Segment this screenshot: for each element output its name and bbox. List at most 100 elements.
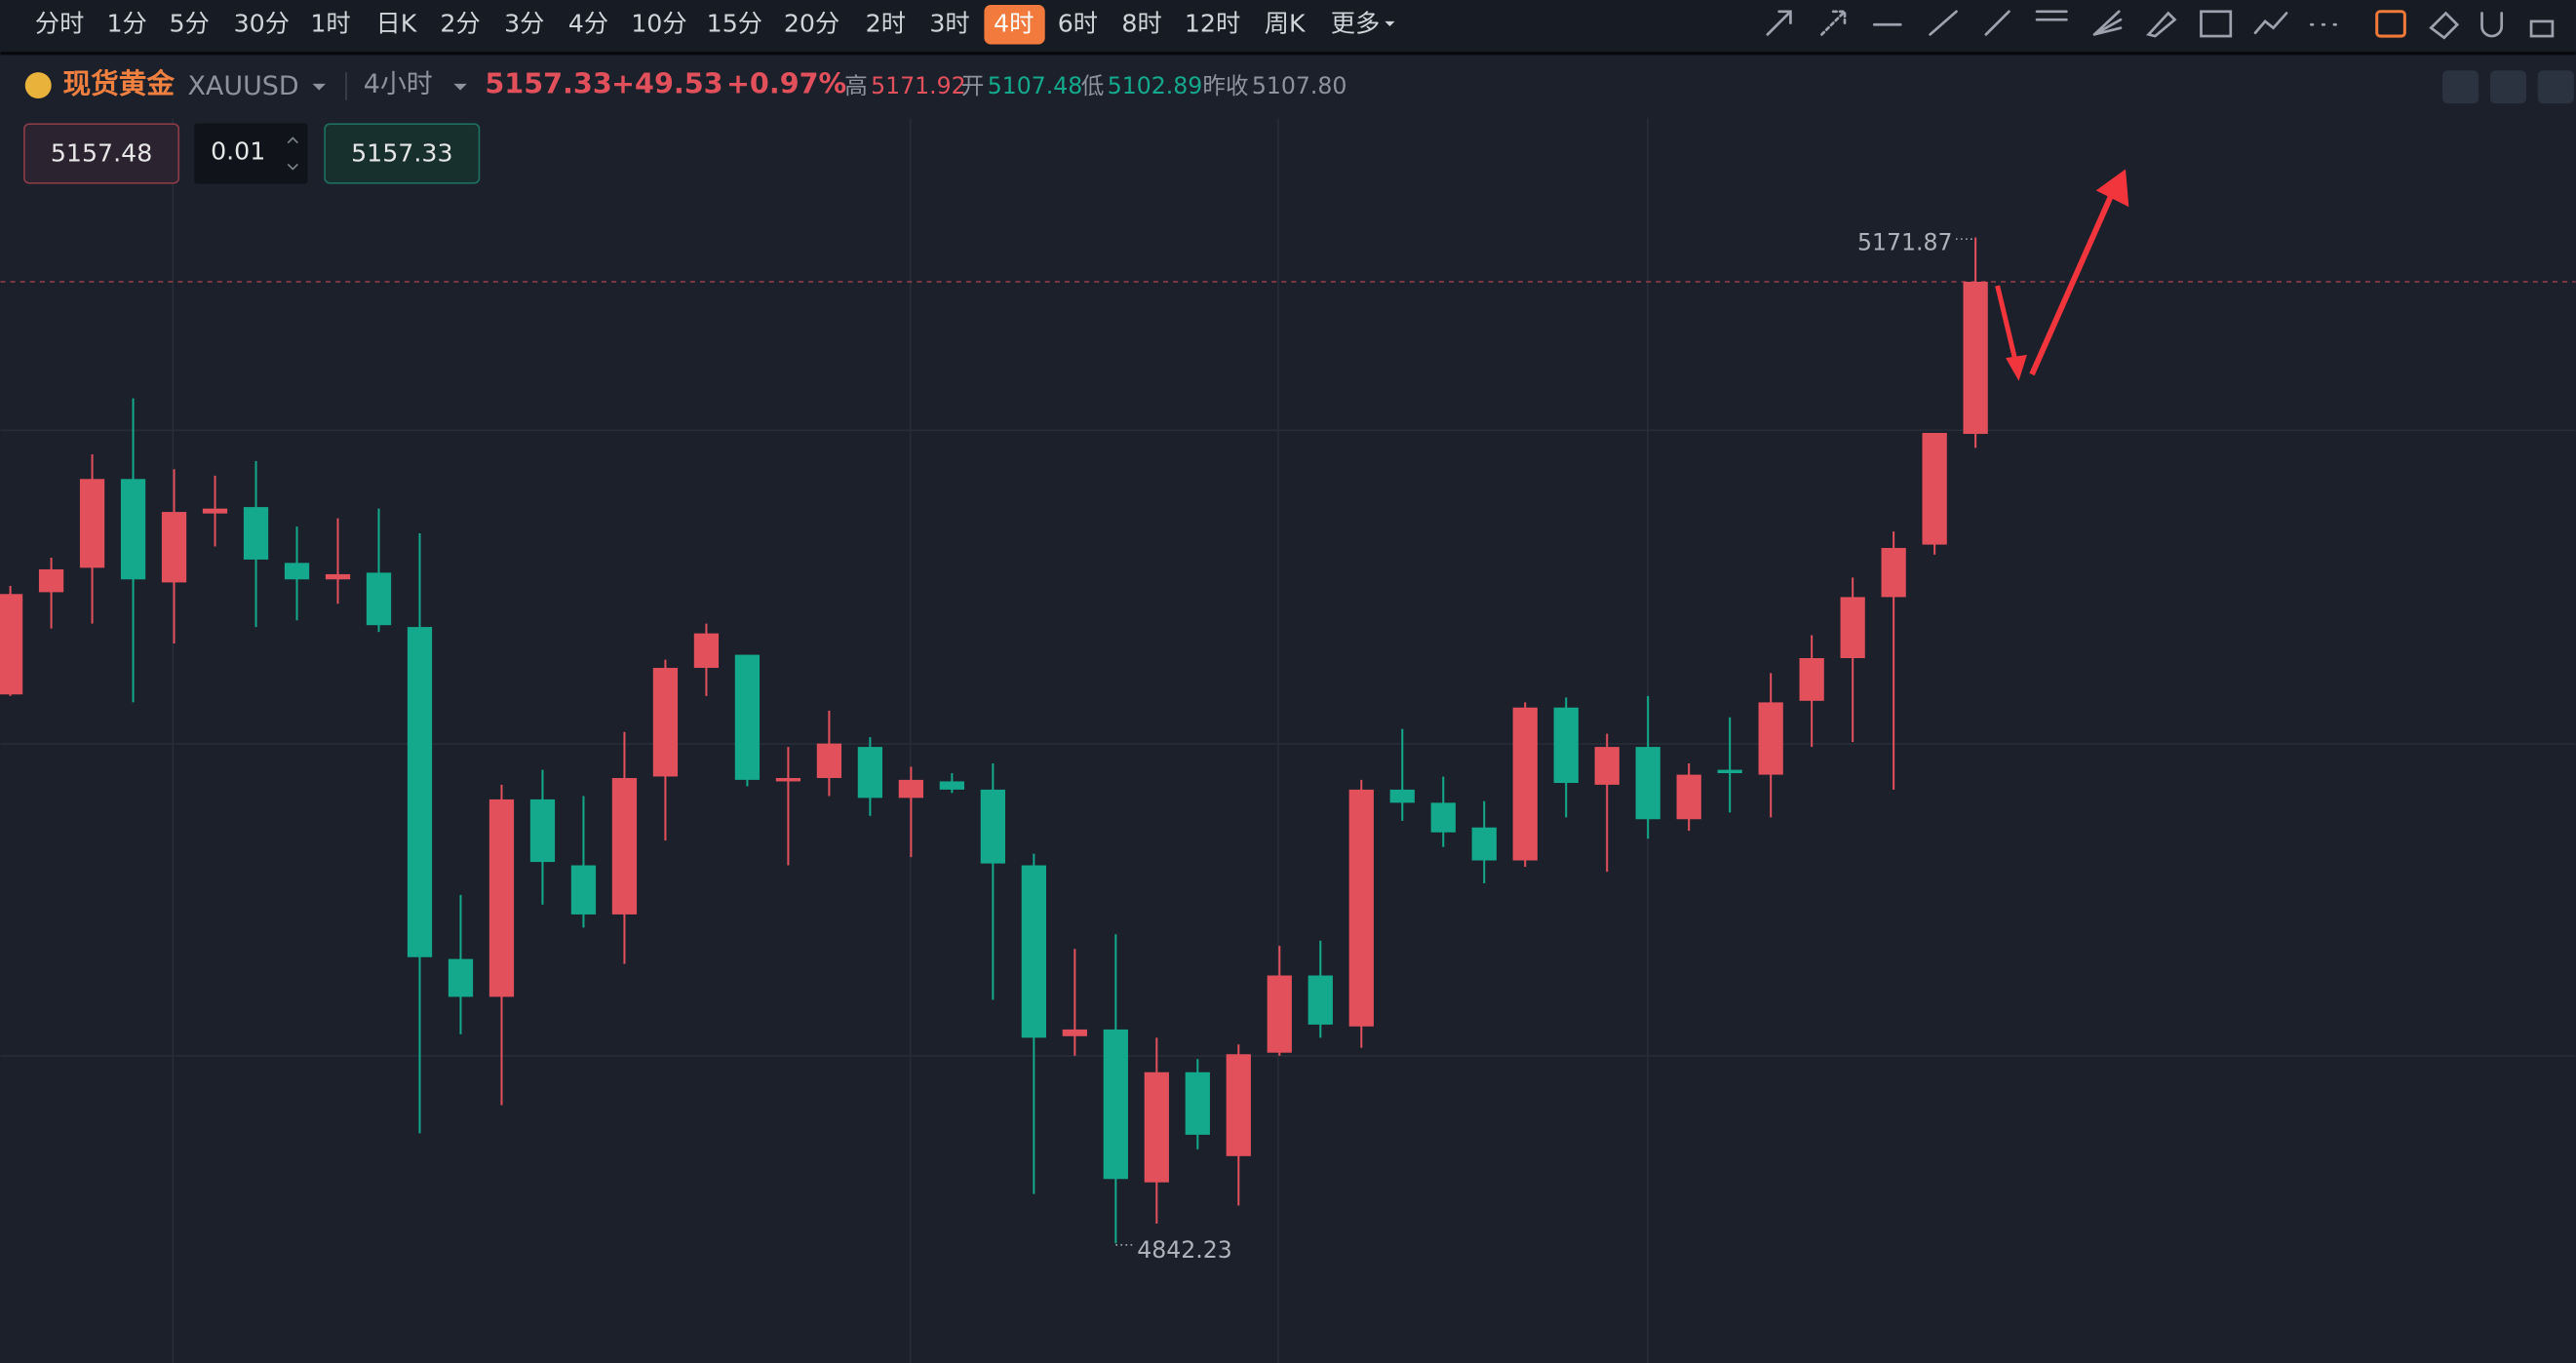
candle-body <box>1308 975 1333 1025</box>
candle-body <box>1553 707 1579 784</box>
value: 5107.80 <box>1252 72 1347 99</box>
panel-button[interactable] <box>2442 70 2479 104</box>
timeframe-tab[interactable]: 2时 <box>866 9 906 37</box>
tool-icon[interactable] <box>2375 10 2406 38</box>
candle-body <box>1922 433 1947 545</box>
arrow-line <box>2029 187 2117 376</box>
candle-body <box>120 479 146 580</box>
tool-icon[interactable] <box>1766 10 1792 36</box>
label: 高 <box>844 72 868 99</box>
candle-body <box>1267 975 1292 1053</box>
timeframe-tab[interactable]: 2分 <box>440 9 480 37</box>
caret <box>1385 20 1395 26</box>
candle-body <box>79 479 105 568</box>
panel-button[interactable] <box>2489 70 2526 104</box>
value: 5171.92 <box>871 72 966 99</box>
hand-drawn-arrow <box>1995 169 2129 381</box>
candle-body <box>1799 658 1824 701</box>
candle-body <box>1471 827 1497 861</box>
candle-body <box>1635 747 1660 820</box>
panel-button[interactable] <box>2537 70 2574 104</box>
tool-icon[interactable] <box>1984 10 2010 36</box>
timeframe-tab[interactable]: 20分 <box>784 9 839 37</box>
timeframe-tab[interactable]: 日K <box>375 9 417 37</box>
period[interactable]: 4小时 <box>364 69 433 99</box>
candle-body <box>1389 789 1415 803</box>
qty-input[interactable] <box>194 123 308 184</box>
tool-icon[interactable] <box>2146 11 2177 38</box>
order-panel: 5157.48 0.01 5157.33 <box>23 123 481 184</box>
active-tab <box>984 5 1045 45</box>
timeframe-tab[interactable]: 3分 <box>504 9 544 37</box>
candle-body <box>407 627 433 957</box>
toolbar <box>0 0 2576 53</box>
tool-icon[interactable] <box>1820 10 1847 36</box>
spinner[interactable] <box>287 136 298 171</box>
candle-body <box>1717 769 1742 774</box>
quote-header: 现货黄金 XAUUSD 4小时 5157.33 +49.53 +0.97% 高 … <box>24 67 2574 104</box>
timeframe-tab[interactable]: 6时 <box>1058 9 1098 37</box>
tool-icon[interactable] <box>2253 12 2288 35</box>
candle-body <box>448 958 474 997</box>
symbol-name: 现货黄金 <box>62 67 175 100</box>
symbol-code[interactable]: XAUUSD <box>187 71 298 101</box>
timeframe-tab[interactable]: 周K <box>1265 9 1307 37</box>
candle-body <box>980 789 1005 864</box>
candle-body <box>284 563 310 580</box>
timeframe-tab[interactable]: 1时 <box>310 9 350 37</box>
arrow-line <box>1995 285 2018 363</box>
timeframe-tab[interactable]: 4时 <box>994 9 1034 37</box>
timeframe-tab[interactable]: 15分 <box>707 9 762 37</box>
candle-body <box>1676 774 1701 820</box>
candle-body <box>1185 1071 1210 1135</box>
candle-body <box>243 507 269 560</box>
candle-body <box>1758 702 1783 775</box>
candle-body <box>734 654 761 780</box>
timeframe-tab[interactable]: 1分 <box>107 9 147 37</box>
candle-body <box>857 747 883 798</box>
sell-price: 5157.48 <box>51 138 152 167</box>
qty: 0.01 <box>211 137 265 166</box>
caret <box>312 83 326 91</box>
tool-icon[interactable] <box>2529 19 2555 38</box>
timeframe-tab[interactable]: 3时 <box>929 9 969 37</box>
candle-body <box>1062 1029 1087 1036</box>
sell-button[interactable] <box>23 123 180 184</box>
candle-body <box>366 572 392 626</box>
tool-icon[interactable] <box>2429 11 2460 40</box>
candle-body <box>1103 1029 1128 1180</box>
timeframe-tab[interactable]: 8时 <box>1121 9 1161 37</box>
candle-body <box>1226 1054 1251 1156</box>
timeframe-tab[interactable]: 12时 <box>1185 9 1240 37</box>
buy-button[interactable] <box>324 123 481 184</box>
tool-icon[interactable] <box>2092 10 2123 36</box>
candle-body <box>652 668 679 777</box>
candle-body <box>816 743 842 779</box>
tool-icon[interactable] <box>2035 10 2068 21</box>
timeframe-tab[interactable]: 10分 <box>631 9 686 37</box>
value: 5107.48 <box>988 72 1083 99</box>
candle-body <box>1840 597 1865 659</box>
candle-body <box>0 594 23 695</box>
timeframes: 分时 1分 5分 30分 1时 日K 2分 3分 4分 10分 15分 20分 2时 3时 4时 6时 8时 12… <box>35 5 1395 45</box>
candle-body <box>1881 548 1906 598</box>
label: 低 <box>1081 72 1105 99</box>
label: 昨收 <box>1202 72 1248 99</box>
timeframe-tab[interactable]: 分时 <box>35 9 84 37</box>
candle-body <box>325 573 351 580</box>
candle-body <box>898 779 924 798</box>
timeframe-tab[interactable]: 5分 <box>170 9 210 37</box>
timeframe-tab[interactable]: 30分 <box>234 9 290 37</box>
timeframe-tab[interactable]: 4分 <box>568 9 608 37</box>
tool-icon[interactable] <box>2480 12 2504 38</box>
candle-body <box>529 798 556 863</box>
timeframe-tab[interactable]: 更多 <box>1331 9 1381 37</box>
candle-body <box>1512 707 1538 861</box>
candle-body <box>570 865 597 915</box>
plot: 5171.87 4842.23 <box>0 229 2576 1264</box>
tool-icon[interactable] <box>2200 10 2233 38</box>
tool-icon[interactable] <box>1929 10 1958 36</box>
low-label: 4842.23 <box>1137 1236 1232 1264</box>
